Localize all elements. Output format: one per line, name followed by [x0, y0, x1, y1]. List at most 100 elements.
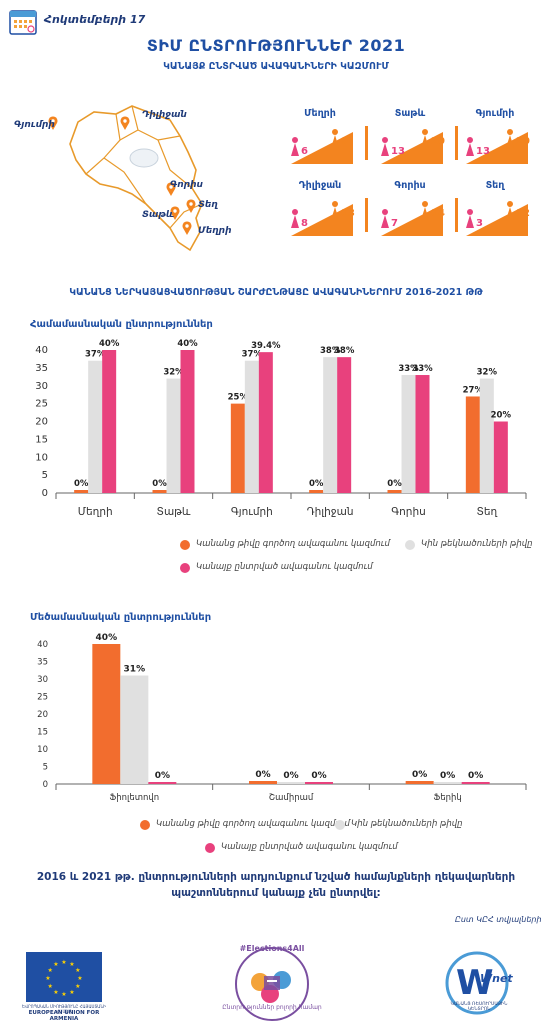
eu-star-icon: ★: [69, 989, 74, 996]
map-city-label: Գյումրի: [14, 120, 55, 130]
data-label: 25%: [228, 393, 249, 403]
map-city-label: Դիլիջան: [142, 110, 187, 120]
y-tick-label: 25: [35, 399, 48, 410]
map-city-label: Գորիս: [170, 180, 203, 190]
category-label: Գյումրի: [231, 506, 273, 518]
armenia-map: [69, 105, 203, 252]
footer-note: 2016 և 2021 թթ. ընտրությունների արդյունք…: [36, 871, 516, 899]
legend-label-candidates: Կին թեկնածուների թիվը: [421, 539, 533, 549]
grid-separator: [365, 126, 368, 160]
eu-star-icon: ★: [61, 959, 66, 966]
woman-icon: [382, 209, 388, 215]
category-label: Ֆիոլետովո: [110, 793, 160, 803]
data-label: 0%: [155, 771, 170, 781]
data-label: 0%: [387, 479, 402, 489]
bar-elected: [415, 375, 430, 493]
women-count: 8: [301, 218, 308, 229]
woman-icon: [422, 129, 428, 135]
y-tick-label: 10: [35, 452, 48, 463]
eu-caption-am: ԵՎՐՈՊԱԿԱՆ ՄԻՈՒԹՅՈՒՆԸ ՀԱՅԱՍՏԱՆԻ ՀԱՄԱՐ: [21, 1004, 107, 1014]
council-ratio-graphic: 69: [291, 129, 353, 164]
category-label: Տեղ: [476, 506, 497, 518]
woman-icon: [332, 129, 338, 135]
data-label: 0%: [283, 771, 298, 781]
woman-icon: [467, 209, 473, 215]
women-count: 7: [391, 218, 398, 229]
y-tick-label: 5: [43, 763, 48, 773]
eu-star-icon: ★: [75, 983, 80, 990]
data-label: 40%: [99, 339, 120, 349]
bar-elected: [461, 782, 490, 784]
map-pin-icon: [166, 182, 176, 196]
council-name: Տաթև: [394, 108, 426, 119]
eu-star-icon: ★: [47, 967, 52, 974]
bar-candidates: [244, 360, 259, 493]
legend-label-elected: Կանայք ընտրված ավագանու կազմում: [221, 842, 398, 852]
bar-current: [249, 781, 277, 784]
woman-icon: [466, 215, 474, 228]
y-tick-label: 10: [37, 745, 48, 755]
page-title: ՏԻՄ ԸՆՏՐՈՒԹՅՈՒՆՆԵՐ 2021: [146, 36, 406, 55]
y-tick-label: 15: [35, 434, 48, 445]
data-label: 40%: [177, 339, 198, 349]
data-label: 0%: [74, 479, 89, 489]
woman-icon: [382, 137, 388, 143]
woman-icon: [381, 143, 389, 156]
grid-separator: [365, 198, 368, 232]
page-subtitle: ԿԱՆԱՅՔ ԸՆՏՐՎԱԾ ԱՎԱԳԱՆԻՆԵՐԻ ԿԱԶՄՈՒՄ: [163, 61, 389, 72]
woman-icon: [467, 137, 473, 143]
bar-current: [74, 490, 89, 493]
data-label: 0%: [311, 771, 326, 781]
data-label: 0%: [152, 479, 167, 489]
grid-separator: [455, 126, 458, 160]
ratio-wedge: [291, 132, 353, 164]
eu-caption-en: EUROPEAN UNION FOR ARMENIA: [28, 1010, 100, 1022]
council-name: Գորիս: [394, 180, 426, 191]
map-pin-icon: [120, 116, 130, 130]
bar-candidates: [479, 378, 494, 493]
svg-text:W: W: [456, 963, 494, 1003]
data-label: 33%: [398, 364, 419, 374]
data-label: 37%: [85, 350, 106, 360]
woman-icon: [507, 129, 513, 135]
y-tick-label: 20: [37, 710, 48, 720]
chart2-heading: Մեծամասնական ընտրություններ: [30, 612, 212, 623]
woman-icon: [422, 201, 428, 207]
eu-star-icon: ★: [69, 961, 74, 968]
source-note: Ըստ ԿԸՀ տվյալների: [455, 915, 542, 924]
category-label: Շամիրամ: [269, 793, 314, 803]
chart1-heading: Համամասնական ընտրություններ: [30, 319, 213, 330]
y-tick-label: 5: [42, 470, 48, 481]
bar-elected: [305, 782, 333, 784]
woman-icon: [331, 135, 339, 148]
council-name: Գյումրի: [475, 108, 515, 119]
women-count: 3: [476, 218, 483, 229]
data-label: 40%: [96, 633, 118, 643]
map-pin-icon: [170, 206, 180, 220]
legend-label-candidates: Կին թեկնածուների թիվը: [351, 819, 463, 829]
women-count: 13: [476, 146, 490, 157]
data-label: 32%: [163, 368, 184, 378]
woman-icon: [292, 209, 298, 215]
category-label: Մեղրի: [78, 506, 113, 518]
bar-candidates: [401, 375, 416, 493]
council-ratio-graphic: 8 13: [291, 201, 355, 236]
woman-icon: [291, 143, 299, 156]
wnet-name: Wnet: [480, 972, 513, 985]
data-label: 32%: [477, 368, 498, 378]
majoritarian-elections-chart: 0 5 10 15 20 25 30 35 40 40% 31% 0% Ֆիոլետովո 0% 0% 0% Շ…: [37, 633, 527, 803]
woman-icon: [507, 201, 513, 207]
data-label: 38%: [334, 346, 355, 356]
wnet-caption: ԿԱՆԱՆՑ ՌԵՍՈՒՐՍԱՅԻՆ ԿԵՆՏՐՈՆ: [450, 1002, 508, 1012]
y-tick-label: 35: [35, 363, 48, 374]
map-pin-icon: [186, 199, 196, 213]
woman-icon: [506, 207, 514, 220]
total-count: 9: [341, 136, 348, 147]
ratio-wedge: [291, 204, 353, 236]
category-label: Գորիս: [391, 506, 426, 518]
ratio-wedge: [381, 132, 443, 164]
bar-elected: [493, 421, 508, 493]
legend-swatch-current: [180, 540, 190, 550]
bar-elected: [148, 782, 177, 784]
map-city-label: Մեղրի: [198, 226, 232, 236]
